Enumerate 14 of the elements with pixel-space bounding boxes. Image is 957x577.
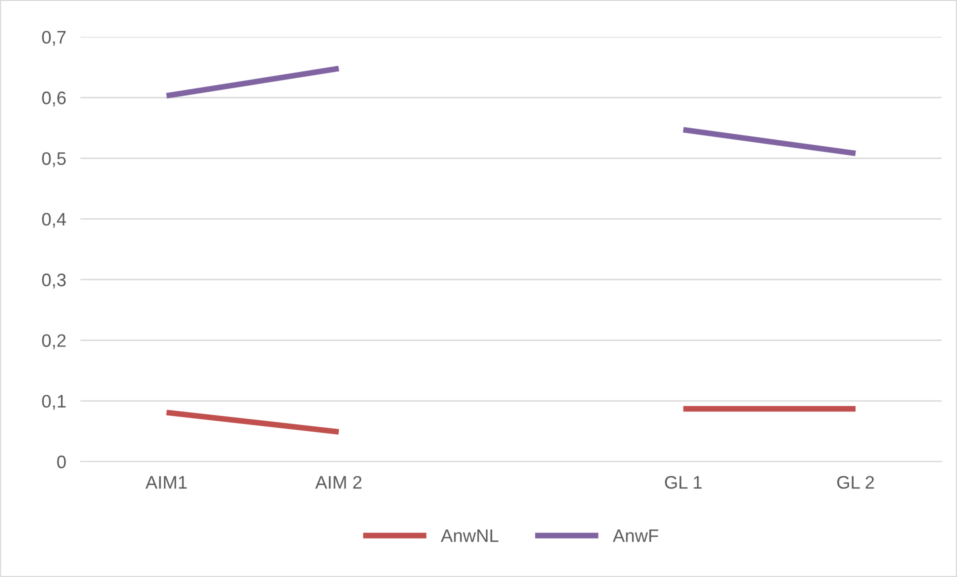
x-tick-label: GL 2 <box>837 476 874 489</box>
legend-label: AnwF <box>612 529 658 542</box>
y-tick-label: 0,6 <box>42 92 66 106</box>
x-tick-label: GL 1 <box>664 476 702 489</box>
legend-label: AnwNL <box>440 529 498 542</box>
y-tick-label: 0 <box>57 456 66 468</box>
y-tick-label: 0,4 <box>42 212 66 228</box>
y-tick-label: 0,7 <box>42 30 66 46</box>
x-tick-label: AIM1 <box>145 476 187 489</box>
x-tick-label: AIM 2 <box>315 476 362 489</box>
y-tick-label: 0,2 <box>42 334 66 350</box>
y-tick-label: 0,3 <box>42 274 66 288</box>
y-tick-label: 0,5 <box>42 152 66 168</box>
y-tick-label: 0,1 <box>42 394 66 410</box>
